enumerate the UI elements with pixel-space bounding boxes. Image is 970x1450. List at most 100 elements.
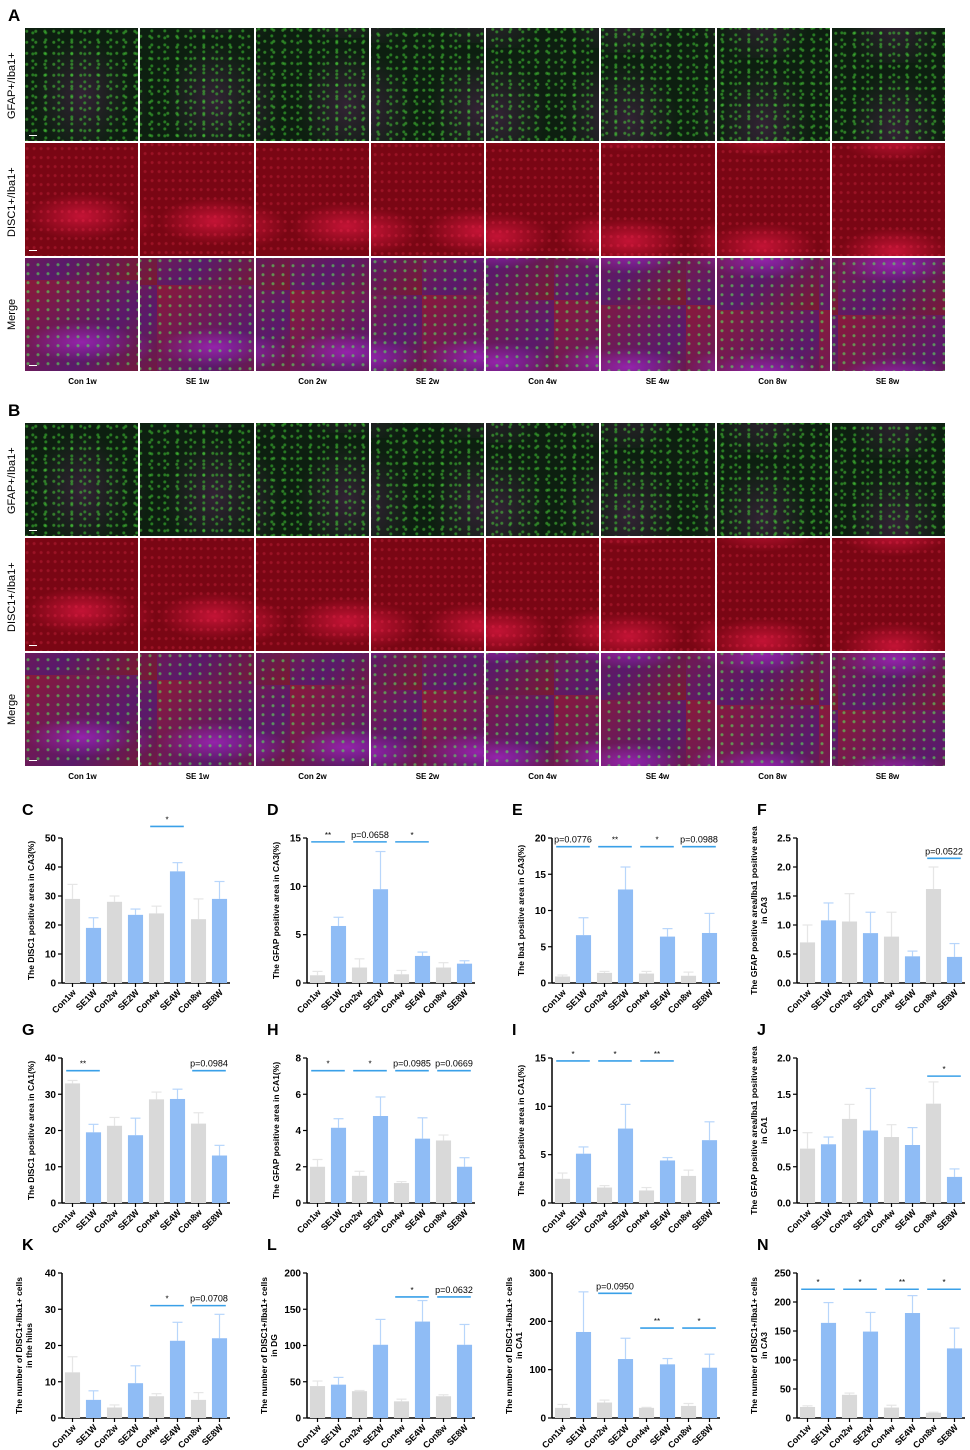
micrograph-panel [831, 28, 945, 141]
micrograph-panel [370, 653, 484, 766]
significance-label: p=0.0950 [596, 1281, 634, 1291]
significance-label: p=0.0776 [554, 835, 592, 845]
bar [554, 1178, 571, 1203]
micrograph-row [25, 653, 945, 766]
row-label: GFAP+/Iba1+ [6, 52, 18, 120]
chart-c: C The DISC1 positive area in CA3(%) 0 10 20 3… [0, 800, 242, 1015]
bar [435, 1140, 452, 1203]
significance-label: * [410, 831, 413, 840]
micrograph-panel [140, 423, 254, 536]
bar [211, 1155, 228, 1203]
column-label: SE 8w [875, 377, 900, 386]
x-tick-label: Con1w [785, 1422, 814, 1450]
micrograph-panel [140, 143, 254, 256]
micrograph-row [25, 258, 945, 371]
bar [106, 1407, 123, 1418]
column-labels-b: Con 1w SE 1w Con 2w SE 2w Con 4w SE 4w Con 8w S… [25, 772, 945, 781]
chart-letter: H [267, 1022, 279, 1039]
y-tick-label: 6 [295, 1090, 301, 1101]
micrograph-panel [370, 258, 484, 371]
chart-i: I The Iba1 positive area in CA1(%) 0 5 10 15 C… [490, 1020, 732, 1235]
x-tick-label: Con1w [540, 987, 569, 1016]
y-tick-label: 0.0 [777, 979, 791, 990]
bar [456, 1344, 473, 1418]
x-tick-label: Con1w [540, 1207, 569, 1236]
chart-letter: K [22, 1237, 34, 1254]
chart-letter: N [757, 1237, 769, 1254]
bar [85, 927, 102, 983]
y-axis-label: The number of DISC1+/Iba1+ cells [504, 1277, 514, 1414]
y-axis-label: The number of DISC1+/Iba1+ cells [749, 1277, 759, 1414]
significance-label: * [165, 1295, 168, 1304]
bar [946, 1176, 963, 1203]
chart-letter: J [757, 1022, 766, 1039]
micrograph-panel [486, 28, 600, 141]
x-tick-label: SE8W [200, 987, 225, 1012]
micrograph-panel [140, 28, 254, 141]
column-label: Con 8w [758, 377, 787, 386]
y-tick-label: 0 [295, 1199, 301, 1210]
bar [169, 871, 186, 983]
micrograph-panel [831, 143, 945, 256]
bar [841, 921, 858, 983]
x-tick-label: SE8W [200, 1207, 225, 1232]
y-tick-label: 1.0 [777, 1126, 791, 1137]
chart-letter: I [512, 1022, 517, 1039]
micrograph-panel [601, 538, 715, 651]
y-tick-label: 0 [540, 979, 546, 990]
bar [309, 975, 326, 983]
x-tick-label: Con8w [911, 1422, 940, 1450]
y-axis-label: The Iba1 positive area in CA3(%) [516, 845, 526, 976]
bar [393, 974, 410, 983]
column-label: SE 1w [185, 772, 210, 781]
y-tick-label: 5 [540, 1150, 546, 1161]
significance-label: ** [325, 831, 331, 840]
micrograph-panel [831, 538, 945, 651]
chart-svg: The number of DISC1+/Iba1+ cells in CA3 0 5… [749, 1269, 965, 1450]
bar [554, 1407, 571, 1418]
bar [638, 1190, 655, 1203]
y-tick-label: 40 [45, 1054, 57, 1065]
x-tick-label: Con2w [582, 987, 611, 1016]
significance-label: p=0.0985 [393, 1059, 431, 1069]
section-letter-b: B [8, 401, 21, 420]
y-axis-label: The GFAP positive area/Iba1 positive are… [749, 1046, 759, 1215]
y-tick-label: 0 [50, 979, 56, 990]
micrograph-panel [831, 653, 945, 766]
y-axis-label: in CA1 [514, 1332, 524, 1359]
chart-letter: L [267, 1237, 277, 1254]
bar [680, 1175, 697, 1203]
row-label: DISC1+/Iba1+ [6, 167, 18, 238]
significance-label: p=0.0632 [435, 1285, 473, 1295]
bar [211, 898, 228, 983]
bar [435, 967, 452, 983]
bar [64, 898, 81, 983]
micrograph-panel [140, 538, 254, 651]
significance-label: * [326, 1060, 329, 1069]
bar [883, 1137, 900, 1203]
y-tick-label: 5 [295, 930, 301, 941]
x-tick-label: Con1w [295, 987, 324, 1016]
y-axis-label: The Iba1 positive area in CA1(%) [516, 1065, 526, 1196]
micrograph-panel [25, 538, 139, 651]
bar [701, 932, 718, 983]
chart-svg: The GFAP positive area in CA1(%) 0 2 4 6 8 Con… [271, 1054, 475, 1235]
bar [127, 914, 144, 983]
micrograph-grid-b [25, 423, 945, 768]
chart-svg: The DISC1 positive area in CA1(%) 0 10 20 30… [26, 1054, 230, 1235]
y-tick-label: 0 [785, 1414, 791, 1425]
y-tick-label: 2.0 [777, 863, 791, 874]
y-tick-label: 0 [295, 1414, 301, 1425]
bar [617, 1128, 634, 1203]
y-tick-label: 250 [774, 1269, 791, 1280]
bar [64, 1372, 81, 1418]
y-tick-label: 100 [774, 1356, 791, 1367]
y-axis-label: The DISC1 positive area in CA3(%) [26, 841, 36, 981]
chart-svg: The Iba1 positive area in CA1(%) 0 5 10 15 Co… [516, 1050, 720, 1236]
bar [169, 1340, 186, 1418]
micrograph-panel [25, 653, 139, 766]
x-tick-label: Con8w [421, 987, 450, 1016]
bar [596, 1187, 613, 1203]
micrograph-panel [601, 28, 715, 141]
